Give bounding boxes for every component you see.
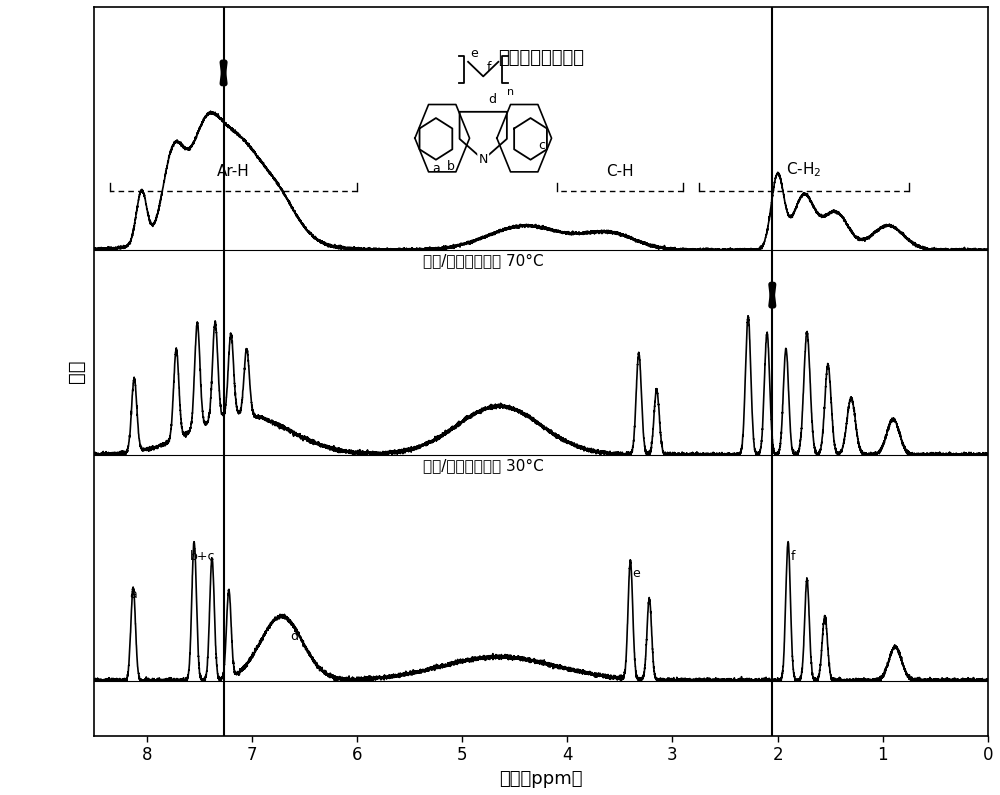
Text: d: d: [290, 630, 298, 642]
Text: d: d: [489, 92, 497, 106]
Text: b+c: b+c: [190, 550, 215, 563]
Text: a: a: [129, 588, 137, 601]
X-axis label: 位移（ppm）: 位移（ppm）: [499, 770, 583, 788]
Text: f: f: [791, 550, 796, 563]
Text: e: e: [470, 47, 478, 60]
Text: 碳点/聚乙烯基咊唅 70°C: 碳点/聚乙烯基咊唅 70°C: [423, 254, 544, 269]
Text: Ar-H: Ar-H: [217, 164, 250, 179]
Text: c: c: [539, 138, 546, 152]
Text: 碳点/聚乙烯基咊唅 30°C: 碳点/聚乙烯基咊唅 30°C: [423, 458, 544, 473]
Text: 市售聚乙烯基咊唅: 市售聚乙烯基咊唅: [498, 48, 584, 67]
Text: b: b: [447, 160, 455, 173]
Text: e: e: [632, 567, 640, 580]
Text: a: a: [432, 162, 440, 175]
Text: n: n: [507, 87, 514, 97]
Text: C-H: C-H: [606, 164, 634, 179]
Text: f: f: [487, 61, 491, 74]
Text: N: N: [479, 153, 488, 166]
Text: C-H$_2$: C-H$_2$: [786, 161, 822, 179]
Y-axis label: 强度: 强度: [67, 360, 86, 383]
